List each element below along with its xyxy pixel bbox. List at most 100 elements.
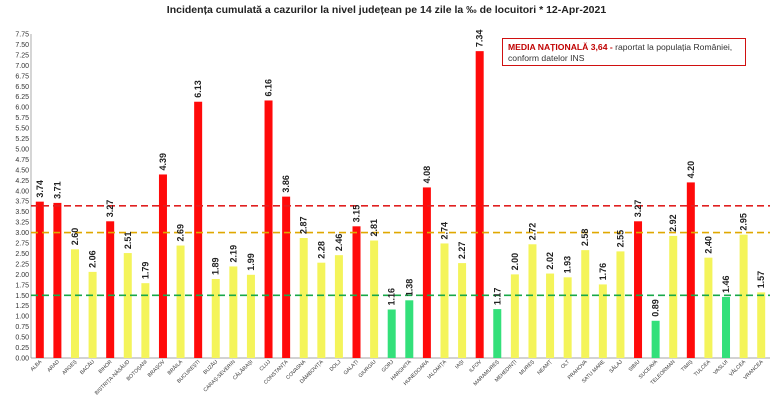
y-tick-label: 0.75: [15, 324, 29, 331]
category-label: ARGEȘ: [61, 359, 78, 376]
bar-bihor: [106, 221, 115, 358]
value-label: 1.57: [756, 271, 766, 289]
category-label: TULCEA: [693, 359, 712, 378]
value-labels: 3.74 3.71 2.60 2.06 3.27 2.51 1.79 4.39 2.69 6.13…: [35, 30, 766, 317]
bar-arad: [53, 202, 62, 358]
value-label: 2.28: [316, 241, 326, 259]
category-label: TIMIȘ: [680, 359, 694, 373]
value-label: 2.95: [739, 213, 749, 231]
y-tick-label: 7.25: [15, 52, 29, 59]
bar-cluj: [264, 100, 273, 358]
value-label: 2.74: [439, 222, 449, 240]
bar-gorj: [387, 309, 396, 358]
bar-botoșani: [141, 283, 150, 358]
value-label: 7.34: [475, 30, 485, 48]
value-label: 3.71: [52, 181, 62, 199]
y-axis: 0.00 0.25 0.50 0.75 1.00 1.25 1.50 1.75 2.00 2.25…: [15, 32, 770, 363]
y-tick-label: 4.75: [15, 157, 29, 164]
bar-vâlcea: [739, 234, 748, 358]
bar-hunedoara: [422, 187, 431, 358]
bar-argeș: [70, 249, 79, 358]
category-label: DOLJ: [329, 359, 343, 373]
value-label: 2.51: [123, 232, 133, 250]
value-label: 1.16: [387, 288, 397, 306]
chart-title: Incidența cumulată a cazurilor la nivel …: [166, 4, 607, 16]
y-tick-label: 1.50: [15, 293, 29, 300]
bar-prahova: [581, 250, 590, 358]
y-tick-label: 1.25: [15, 303, 29, 310]
category-label: BUZĂU: [202, 358, 220, 376]
national-average-box: MEDIA NAȚIONALĂ 3,64 - raportat la popul…: [502, 38, 746, 66]
value-label: 2.06: [88, 250, 98, 268]
category-label: BRAȘOV: [147, 359, 167, 379]
bar-brăila: [176, 245, 185, 358]
y-tick-label: 6.00: [15, 105, 29, 112]
bar-alba: [35, 201, 44, 358]
bar-dolj: [334, 255, 343, 358]
y-tick-label: 5.25: [15, 136, 29, 143]
y-tick-label: 7.75: [15, 32, 29, 39]
bar-caraș-severin: [229, 266, 238, 358]
category-label: MUREȘ: [518, 359, 536, 377]
category-label: IALOMIȚA: [427, 359, 449, 381]
value-label: 1.79: [140, 262, 150, 280]
value-label: 2.19: [228, 245, 238, 263]
category-label: VRANCEA: [743, 359, 765, 381]
y-tick-label: 7.00: [15, 63, 29, 70]
bar-sălaj: [616, 251, 625, 358]
value-label: 1.99: [246, 253, 256, 271]
value-label: 2.58: [580, 229, 590, 247]
y-tick-label: 2.50: [15, 251, 29, 258]
bar-mureș: [528, 244, 537, 358]
value-label: 6.16: [264, 79, 274, 97]
value-label: 1.17: [492, 288, 502, 306]
category-label: CLUJ: [259, 359, 273, 373]
value-label: 2.92: [668, 214, 678, 232]
category-label: BACĂU: [78, 358, 96, 376]
bar-ilfov: [475, 51, 484, 358]
y-tick-label: 6.75: [15, 73, 29, 80]
category-label: SĂLAJ: [608, 358, 624, 374]
value-label: 2.87: [299, 216, 309, 234]
value-label: 3.74: [35, 180, 45, 198]
value-label: 0.89: [651, 299, 661, 317]
category-label: ARAD: [46, 359, 61, 374]
bar-suceava: [651, 320, 660, 358]
value-label: 2.72: [527, 223, 537, 241]
value-label: 2.55: [615, 230, 625, 248]
y-tick-label: 5.50: [15, 126, 29, 133]
y-tick-label: 2.25: [15, 261, 29, 268]
category-label: ALBA: [30, 359, 44, 373]
bar-sibiu: [634, 221, 643, 358]
bar-brașov: [158, 174, 167, 358]
bar-giurgiu: [370, 240, 379, 358]
bar-satu mare: [598, 284, 607, 358]
bar-vrancea: [757, 292, 766, 358]
bar-tulcea: [704, 257, 713, 358]
value-label: 4.39: [158, 153, 168, 171]
value-label: 3.27: [105, 200, 115, 218]
category-label: GORJ: [381, 359, 396, 374]
bar-mehedinți: [510, 274, 519, 358]
value-label: 2.27: [457, 242, 467, 260]
value-label: 1.46: [721, 275, 731, 293]
value-label: 1.76: [598, 263, 608, 281]
bar-timiș: [686, 182, 695, 358]
bars: [35, 51, 766, 359]
value-label: 4.20: [686, 161, 696, 179]
value-label: 1.38: [404, 279, 414, 297]
value-label: 1.89: [211, 257, 221, 275]
category-label: ILFOV: [468, 359, 483, 374]
bar-constanța: [282, 196, 291, 358]
value-label: 2.69: [176, 224, 186, 242]
y-tick-label: 4.25: [15, 178, 29, 185]
category-label: NEAMȚ: [536, 359, 554, 377]
y-tick-label: 3.75: [15, 199, 29, 206]
national-average-text: raportat la populația României, conform …: [508, 42, 733, 63]
bar-bacău: [88, 271, 97, 358]
y-tick-label: 1.75: [15, 282, 29, 289]
bar-dâmbovița: [317, 262, 326, 358]
category-label: VASLUI: [712, 359, 729, 376]
y-tick-label: 3.50: [15, 209, 29, 216]
